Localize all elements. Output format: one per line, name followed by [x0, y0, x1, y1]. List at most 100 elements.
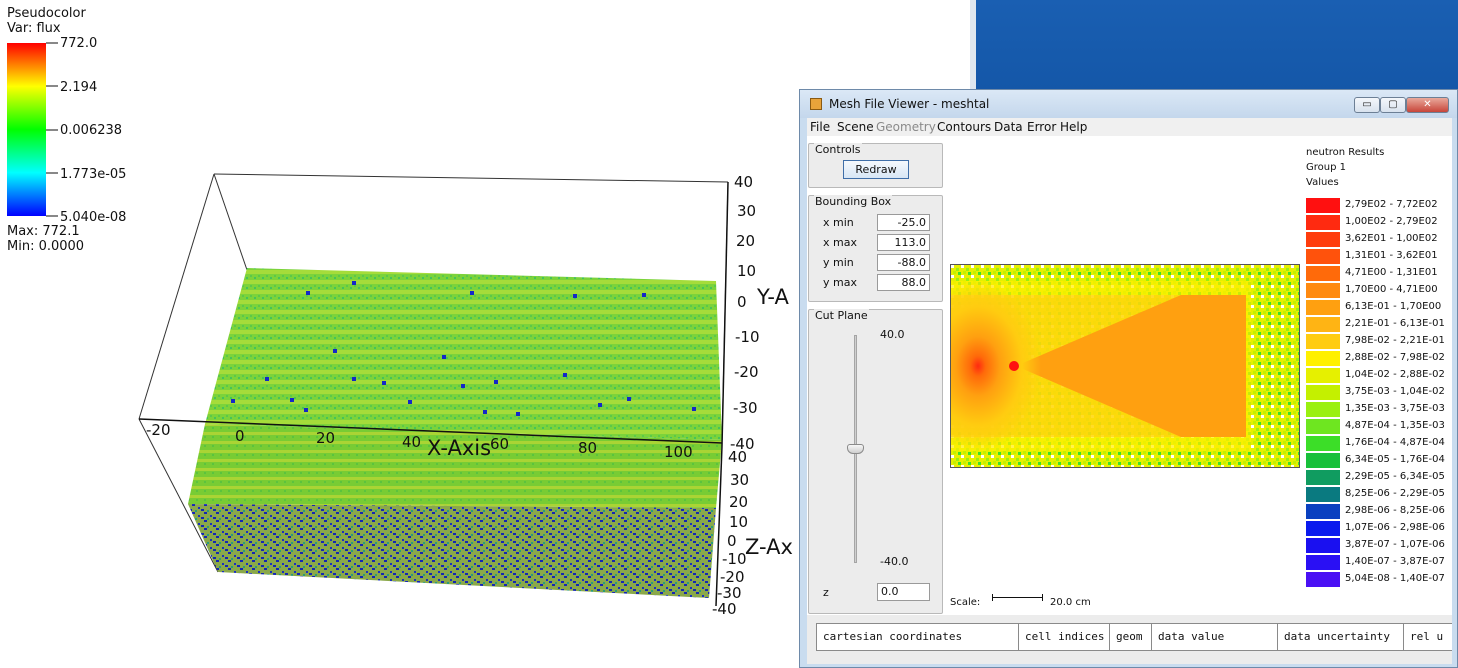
legend-color-swatch — [1306, 283, 1340, 298]
legend-color-swatch — [1306, 470, 1340, 485]
legend-range-label: 1,07E-06 - 2,98E-06 — [1345, 522, 1445, 533]
x-min-field[interactable]: -25.0 — [877, 214, 930, 231]
menu-error[interactable]: Error — [1027, 120, 1057, 134]
legend-range-label: 1,70E00 - 4,71E00 — [1345, 284, 1438, 295]
legend-range-label: 2,88E-02 - 7,98E-02 — [1345, 352, 1445, 363]
legend-color-swatch — [1306, 232, 1340, 247]
column-cartesian-coordinates[interactable]: cartesian coordinates — [817, 624, 1019, 650]
z-axis-tick: -40 — [712, 600, 737, 618]
maximize-button[interactable]: ▢ — [1380, 97, 1406, 113]
bounding-box-panel: Bounding Box x min -25.0 x max 113.0 y m… — [808, 195, 943, 302]
scale-bar — [992, 594, 1043, 601]
legend-color-swatch — [1306, 385, 1340, 400]
x-axis-tick: 40 — [402, 433, 421, 451]
legend-entry: 8,25E-06 - 2,29E-05 — [1306, 486, 1451, 503]
menu-scene[interactable]: Scene — [837, 120, 874, 134]
flux-plot-canvas[interactable] — [950, 264, 1300, 468]
cut-plane-slider-thumb[interactable] — [847, 444, 864, 454]
redraw-button[interactable]: Redraw — [843, 160, 909, 179]
mesh-file-viewer-window[interactable]: Mesh File Viewer - meshtal ▭ ▢ ✕ File Sc… — [799, 89, 1458, 668]
legend-color-swatch — [1306, 572, 1340, 587]
x-axis-tick: 80 — [578, 439, 597, 457]
legend-color-swatch — [1306, 487, 1340, 502]
y-axis-title: Y-A — [756, 285, 789, 309]
legend-range-label: 2,98E-06 - 8,25E-06 — [1345, 505, 1445, 516]
y-max-label: y max — [823, 276, 857, 289]
legend-color-swatch — [1306, 538, 1340, 553]
legend-entry: 2,21E-01 - 6,13E-01 — [1306, 316, 1451, 333]
legend-range-label: 6,13E-01 - 1,70E00 — [1345, 301, 1442, 312]
window-titlebar[interactable]: Mesh File Viewer - meshtal ▭ ▢ ✕ — [800, 90, 1457, 118]
menu-file[interactable]: File — [810, 120, 831, 134]
legend-range-label: 3,75E-03 - 1,04E-02 — [1345, 386, 1445, 397]
legend-tick: 0.006238 — [60, 123, 122, 138]
legend-range-label: 1,00E02 - 2,79E02 — [1345, 216, 1438, 227]
y-axis-tick: 10 — [737, 262, 756, 280]
minimize-button[interactable]: ▭ — [1354, 97, 1380, 113]
x-axis-tick: 0 — [235, 427, 245, 445]
y-axis-tick: -30 — [733, 399, 758, 417]
menu-help[interactable]: Help — [1060, 120, 1088, 134]
z-value-field[interactable]: 0.0 — [877, 583, 930, 601]
column-rel-uncertainty[interactable]: rel u — [1404, 624, 1452, 650]
legend-color-swatch — [1306, 266, 1340, 281]
legend-entry: 1,04E-02 - 2,88E-02 — [1306, 367, 1451, 384]
cut-plane-panel: Cut Plane 40.0 -40.0 z 0.0 — [808, 309, 943, 614]
slider-min-label: -40.0 — [880, 555, 909, 568]
legend-entry: 2,79E02 - 7,72E02 — [1306, 197, 1451, 214]
legend-tick: 1.773e-05 — [60, 167, 126, 182]
legend-variable: Var: flux — [7, 21, 61, 36]
cut-plane-title: Cut Plane — [814, 309, 869, 322]
column-cell-indices[interactable]: cell indices — [1019, 624, 1110, 650]
legend-max: Max: 772.1 — [7, 224, 80, 239]
legend-color-swatch — [1306, 334, 1340, 349]
legend-color-swatch — [1306, 555, 1340, 570]
x-max-label: x max — [823, 236, 857, 249]
menu-contours[interactable]: Contours — [937, 120, 992, 134]
column-data-uncertainty[interactable]: data uncertainty — [1278, 624, 1404, 650]
z-axis-tick: -30 — [717, 584, 742, 602]
z-axis: 40 30 20 10 0 -10 -20 -30 -40 Z-Ax — [712, 445, 793, 618]
legend-plot-type: Pseudocolor — [7, 6, 86, 21]
menu-bar: File Scene Geometry Contours Data Error … — [807, 118, 1452, 136]
legend-range-label: 2,79E02 - 7,72E02 — [1345, 199, 1438, 210]
legend-entry: 2,29E-05 - 6,34E-05 — [1306, 469, 1451, 486]
legend-range-label: 3,87E-07 - 1,07E-06 — [1345, 539, 1445, 550]
legend-color-swatch — [1306, 215, 1340, 230]
column-data-value[interactable]: data value — [1152, 624, 1278, 650]
y-axis-tick: 0 — [737, 293, 747, 311]
legend-range-label: 5,04E-08 - 1,40E-07 — [1345, 573, 1445, 584]
x-max-field[interactable]: 113.0 — [877, 234, 930, 251]
y-axis-tick: -10 — [735, 328, 760, 346]
legend-color-swatch — [1306, 419, 1340, 434]
slider-max-label: 40.0 — [880, 328, 905, 341]
z-axis-tick: -10 — [722, 550, 747, 568]
legend-color-swatch — [1306, 317, 1340, 332]
legend-range-label: 1,35E-03 - 3,75E-03 — [1345, 403, 1445, 414]
y-max-field[interactable]: 88.0 — [877, 274, 930, 291]
x-axis-tick: 60 — [490, 435, 509, 453]
legend-entry: 4,71E00 - 1,31E01 — [1306, 265, 1451, 282]
legend-entry: 4,87E-04 - 1,35E-03 — [1306, 418, 1451, 435]
visit-color-legend: Pseudocolor Var: flux 772.0 2.194 0.0062… — [7, 6, 126, 254]
x-axis-title: X-Axis — [427, 436, 491, 460]
legend-range-label: 4,71E00 - 1,31E01 — [1345, 267, 1438, 278]
column-geom[interactable]: geom — [1110, 624, 1152, 650]
y-axis: 40 30 20 10 0 -10 -20 -30 -40 Y-A — [721, 173, 789, 453]
legend-entry: 5,04E-08 - 1,40E-07 — [1306, 571, 1451, 588]
z-axis-tick: 10 — [729, 513, 748, 531]
z-axis-tick: 40 — [728, 448, 747, 466]
close-button[interactable]: ✕ — [1406, 97, 1449, 113]
visit-3d-view[interactable]: Pseudocolor Var: flux 772.0 2.194 0.0062… — [0, 0, 800, 668]
legend-tick: 5.040e-08 — [60, 210, 126, 225]
menu-data[interactable]: Data — [994, 120, 1023, 134]
legend-range-label: 2,29E-05 - 6,34E-05 — [1345, 471, 1445, 482]
y-min-field[interactable]: -88.0 — [877, 254, 930, 271]
legend-color-swatch — [1306, 453, 1340, 468]
y-axis-tick: 20 — [736, 232, 755, 250]
menu-geometry[interactable]: Geometry — [876, 120, 936, 134]
legend-entry: 1,31E01 - 3,62E01 — [1306, 248, 1451, 265]
legend-color-swatch — [1306, 198, 1340, 213]
legend-range-label: 1,04E-02 - 2,88E-02 — [1345, 369, 1445, 380]
legend-range-label: 7,98E-02 - 2,21E-01 — [1345, 335, 1445, 346]
